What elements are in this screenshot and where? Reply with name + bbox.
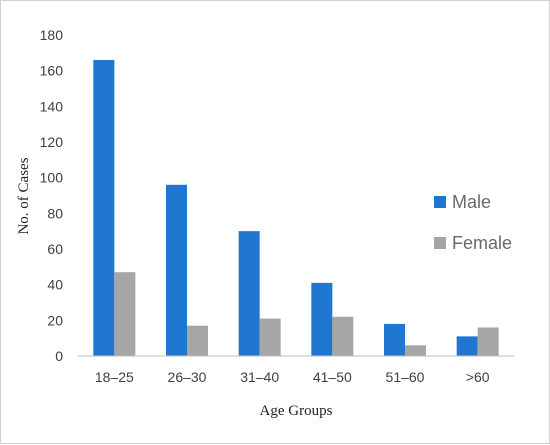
bar-female (332, 316, 354, 356)
bar-male (456, 336, 478, 356)
x-tick-label: 41–50 (313, 369, 352, 385)
legend-label-male: Male (452, 192, 491, 212)
legend-label-female: Female (452, 233, 512, 253)
bar-female (477, 327, 499, 356)
bar-female (259, 318, 281, 356)
y-tick-label: 140 (40, 98, 64, 114)
x-tick-label: 31–40 (240, 369, 279, 385)
y-tick-label: 80 (47, 205, 63, 221)
bar-male (238, 231, 260, 356)
bar-male (311, 282, 333, 356)
y-tick-label: 160 (40, 63, 64, 79)
bar-male (93, 59, 115, 356)
x-tick-label: >60 (466, 369, 490, 385)
x-tick-label: 26–30 (168, 369, 207, 385)
y-tick-label: 0 (55, 348, 63, 364)
y-tick-label: 120 (40, 134, 64, 150)
y-tick-label: 100 (40, 170, 64, 186)
x-tick-label: 18–25 (95, 369, 134, 385)
y-axis-title: No. of Cases (16, 157, 32, 234)
legend-swatch-male (434, 196, 446, 208)
bar-female (405, 345, 426, 356)
bar-male (384, 323, 405, 356)
y-tick-label: 20 (47, 312, 63, 328)
y-tick-label: 180 (40, 27, 64, 43)
x-axis-title: Age Groups (260, 403, 333, 419)
bar-male (166, 184, 187, 356)
y-tick-label: 40 (47, 277, 63, 293)
y-tick-label: 60 (47, 241, 63, 257)
bar-female (187, 325, 208, 356)
x-tick-label: 51–60 (386, 369, 425, 385)
legend-swatch-female (434, 237, 446, 249)
bar-female (114, 272, 136, 356)
